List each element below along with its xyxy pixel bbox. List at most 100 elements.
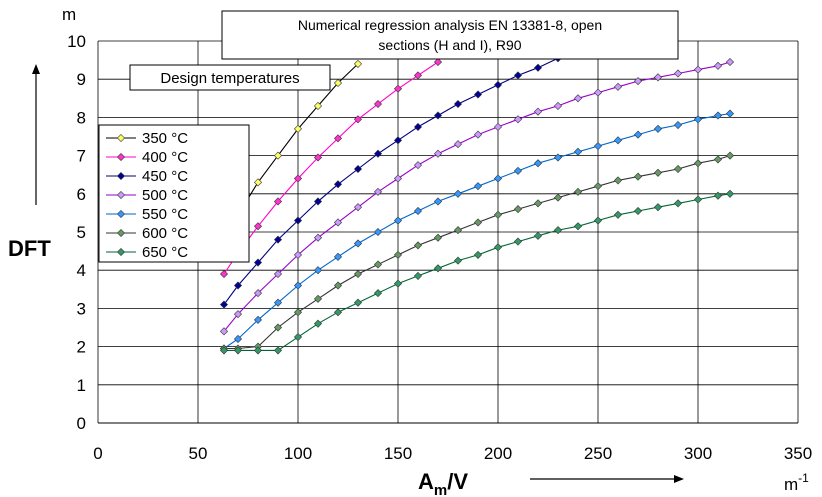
data-point bbox=[373, 100, 383, 109]
data-point bbox=[293, 124, 303, 133]
data-point bbox=[373, 260, 383, 269]
legend-label: 500 °C bbox=[142, 187, 188, 204]
y-axis-title: DFT bbox=[8, 236, 51, 261]
data-point bbox=[693, 195, 703, 204]
data-point bbox=[613, 176, 623, 185]
data-point bbox=[673, 164, 683, 173]
data-point bbox=[413, 161, 423, 170]
y-tick-label: 1 bbox=[77, 376, 86, 395]
data-point bbox=[493, 243, 503, 252]
data-point bbox=[353, 59, 363, 68]
data-point bbox=[573, 94, 583, 103]
data-point bbox=[413, 271, 423, 280]
data-point bbox=[493, 122, 503, 131]
data-point bbox=[693, 159, 703, 168]
legend-label: 350 °C bbox=[142, 130, 188, 147]
legend-label: 450 °C bbox=[142, 168, 188, 185]
data-point bbox=[693, 65, 703, 74]
y-tick-label: 5 bbox=[77, 223, 86, 242]
data-point bbox=[573, 187, 583, 196]
data-point bbox=[493, 210, 503, 219]
data-point bbox=[293, 174, 303, 183]
data-point bbox=[293, 333, 303, 342]
x-tick-label: 0 bbox=[93, 444, 102, 463]
data-point bbox=[473, 130, 483, 139]
data-point bbox=[219, 346, 229, 355]
x-axis-title: Am/V bbox=[418, 469, 468, 497]
data-point bbox=[333, 180, 343, 189]
data-point bbox=[333, 218, 343, 227]
data-point bbox=[293, 308, 303, 317]
legend-marker bbox=[116, 209, 126, 219]
data-point bbox=[393, 279, 403, 288]
data-point bbox=[453, 189, 463, 198]
data-point bbox=[353, 203, 363, 212]
data-point bbox=[273, 346, 283, 355]
chart-title-line-2: sections (H and I), R90 bbox=[378, 37, 521, 53]
legend-title: Design temperatures bbox=[160, 70, 299, 87]
data-point bbox=[553, 193, 563, 202]
data-point bbox=[433, 197, 443, 206]
data-point bbox=[413, 122, 423, 131]
data-point bbox=[293, 281, 303, 290]
data-point bbox=[353, 164, 363, 173]
data-point bbox=[233, 281, 243, 290]
x-tick-label: 50 bbox=[189, 444, 208, 463]
data-point bbox=[393, 174, 403, 183]
y-tick-label: 9 bbox=[77, 70, 86, 89]
data-point bbox=[413, 71, 423, 80]
data-point bbox=[433, 57, 443, 67]
data-point bbox=[633, 130, 643, 139]
data-point bbox=[513, 237, 523, 246]
data-point bbox=[653, 168, 663, 177]
data-point bbox=[273, 151, 283, 160]
data-point bbox=[253, 222, 263, 231]
data-point bbox=[273, 197, 283, 206]
x-axis-arrow bbox=[530, 475, 684, 483]
legend-label: 600 °C bbox=[142, 225, 188, 242]
data-point bbox=[473, 182, 483, 191]
data-point bbox=[453, 256, 463, 265]
data-point bbox=[513, 71, 523, 80]
data-point bbox=[273, 235, 283, 244]
data-point bbox=[353, 269, 363, 279]
data-point bbox=[253, 178, 263, 187]
data-point bbox=[653, 73, 663, 82]
series-line bbox=[224, 193, 731, 351]
data-point bbox=[373, 227, 383, 237]
data-point bbox=[533, 231, 543, 240]
data-point bbox=[293, 250, 303, 259]
y-tick-label: 6 bbox=[77, 185, 86, 204]
data-point bbox=[573, 222, 583, 231]
legend-marker bbox=[116, 152, 126, 162]
y-tick-label: 0 bbox=[77, 414, 86, 433]
data-point bbox=[453, 100, 463, 109]
x-tick-label: 150 bbox=[384, 444, 412, 463]
data-point bbox=[593, 216, 603, 225]
data-point bbox=[373, 289, 383, 298]
series-6 bbox=[219, 189, 735, 355]
data-point bbox=[313, 266, 323, 275]
x-tick-label: 250 bbox=[584, 444, 612, 463]
data-point bbox=[633, 77, 643, 86]
data-point bbox=[453, 140, 463, 149]
data-point bbox=[713, 111, 723, 120]
data-point bbox=[513, 115, 523, 124]
legend-entry: 600 °C bbox=[106, 225, 188, 242]
data-point bbox=[493, 80, 503, 89]
legend: 350 °C 400 °C 450 °C 500 °C 550 °C 600 °C 650 … bbox=[98, 124, 250, 263]
data-point bbox=[593, 88, 603, 97]
data-point bbox=[333, 308, 343, 317]
data-point bbox=[713, 191, 723, 200]
data-point bbox=[553, 153, 563, 162]
data-point bbox=[313, 319, 323, 328]
data-point bbox=[313, 233, 323, 242]
data-point bbox=[233, 346, 243, 355]
data-point bbox=[533, 63, 543, 72]
series-5 bbox=[219, 151, 735, 353]
data-point bbox=[313, 153, 323, 162]
legend-entry: 650 °C bbox=[106, 244, 188, 261]
legend-marker bbox=[116, 133, 126, 143]
y-tick-label: 4 bbox=[77, 261, 86, 280]
data-point bbox=[513, 205, 523, 214]
